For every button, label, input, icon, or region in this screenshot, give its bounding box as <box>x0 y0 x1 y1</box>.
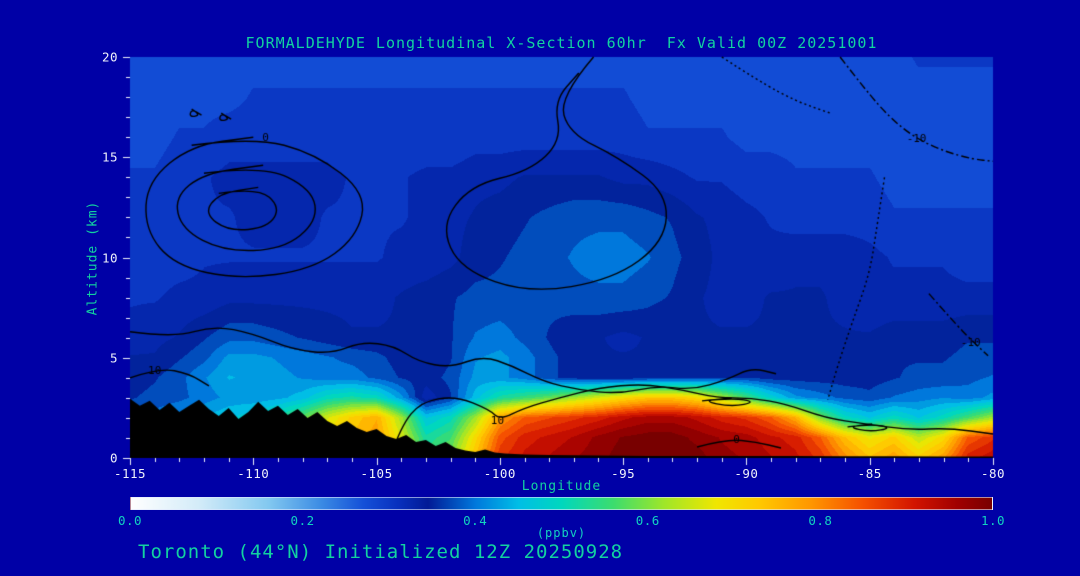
app-window: FORMALDEHYDE Longitudinal X-Section 60hr… <box>0 0 1080 576</box>
xsection-plot-canvas <box>0 0 1080 576</box>
